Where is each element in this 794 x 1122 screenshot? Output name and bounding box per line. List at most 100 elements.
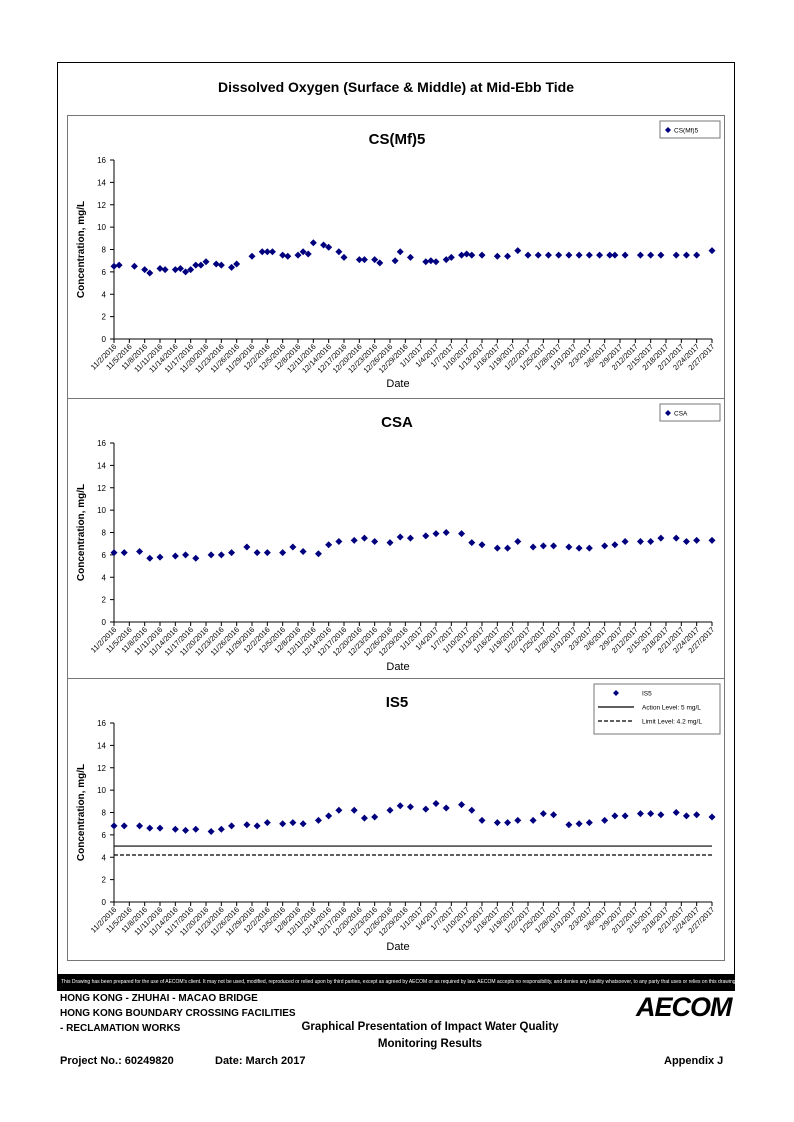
data-point	[693, 536, 701, 544]
data-point	[478, 251, 486, 259]
y-tick-label: 0	[102, 335, 107, 344]
data-point	[171, 552, 179, 560]
y-tick-label: 14	[97, 741, 106, 750]
data-point	[504, 819, 512, 827]
data-point	[621, 251, 629, 259]
disclaimer-bar: This Drawing has been prepared for the u…	[57, 974, 735, 991]
data-point	[682, 251, 690, 259]
legend-label-limit-level-4-2-mg-l: Limit Level: 4.2 mg/L	[642, 719, 702, 726]
data-point	[146, 554, 154, 562]
data-point	[136, 548, 144, 556]
data-point	[360, 814, 368, 822]
data-point	[458, 530, 466, 538]
data-point	[263, 549, 271, 557]
legend-box	[659, 403, 721, 422]
drawing-title-line-1: Graphical Presentation of Impact Water Q…	[301, 1021, 559, 1033]
data-point	[263, 819, 271, 827]
data-point	[309, 239, 317, 247]
legend-label-action-level-5-mg-l: Action Level: 5 mg/L	[642, 705, 701, 712]
data-point	[396, 533, 404, 541]
data-point	[284, 252, 292, 260]
data-point	[611, 812, 619, 820]
data-point	[458, 801, 466, 809]
data-point	[529, 543, 537, 551]
data-point	[504, 544, 512, 552]
y-tick-label: 2	[102, 596, 107, 605]
data-point	[182, 551, 190, 559]
data-point	[672, 809, 680, 816]
y-axis-label: Concentration, mg/L	[76, 201, 87, 298]
data-point	[182, 826, 190, 834]
data-point	[442, 529, 450, 536]
appendix-label: Appendix J	[664, 1055, 724, 1067]
data-point	[565, 543, 573, 551]
data-point	[350, 806, 358, 814]
data-point	[350, 536, 358, 544]
data-point	[396, 802, 404, 810]
y-axis-label: Concentration, mg/L	[76, 764, 87, 861]
data-point	[371, 537, 379, 545]
data-point	[611, 251, 619, 259]
data-point	[156, 824, 164, 832]
data-point	[432, 258, 440, 266]
data-point	[596, 251, 604, 259]
data-point	[396, 248, 404, 256]
project-number: Project No.: 60249820	[60, 1055, 174, 1067]
data-point	[647, 251, 655, 259]
data-point	[636, 251, 644, 259]
legend-marker	[613, 690, 619, 696]
data-point	[601, 542, 609, 550]
y-tick-label: 8	[102, 809, 107, 818]
legend-marker	[665, 410, 671, 416]
data-point	[156, 553, 164, 561]
y-tick-label: 6	[102, 551, 107, 560]
x-axis-label: Date	[386, 661, 409, 673]
y-tick-label: 14	[97, 178, 106, 187]
data-point	[182, 268, 190, 276]
y-tick-label: 6	[102, 831, 107, 840]
data-point	[376, 259, 384, 267]
data-point	[708, 536, 716, 544]
data-point	[550, 542, 558, 550]
data-point	[243, 821, 251, 829]
data-point	[371, 813, 379, 821]
data-point	[386, 539, 394, 547]
aecom-logo: AECOM	[636, 992, 732, 1022]
y-tick-label: 12	[97, 764, 106, 773]
data-point	[258, 248, 266, 256]
data-point	[708, 813, 716, 821]
y-tick-label: 8	[102, 529, 107, 538]
data-point	[141, 266, 149, 274]
data-point	[115, 261, 123, 269]
data-point	[228, 549, 236, 557]
data-point	[325, 243, 333, 251]
y-tick-label: 0	[102, 898, 107, 907]
data-point	[432, 530, 440, 538]
data-point	[442, 256, 450, 264]
data-point	[360, 256, 368, 264]
data-point	[217, 825, 225, 833]
data-point	[565, 251, 573, 259]
data-point	[601, 816, 609, 824]
data-point	[672, 251, 680, 259]
data-point	[647, 537, 655, 545]
data-point	[130, 262, 138, 270]
data-point	[391, 257, 399, 265]
data-point	[406, 253, 414, 261]
data-point	[360, 534, 368, 542]
data-point	[299, 820, 307, 828]
chart-title: CSA	[381, 414, 413, 431]
data-point	[468, 251, 476, 259]
data-point	[422, 805, 430, 813]
chart-legend: CS(Mf)5	[659, 120, 721, 139]
y-tick-label: 6	[102, 268, 107, 277]
data-point	[544, 251, 552, 259]
drawing-date: Date: March 2017	[215, 1055, 306, 1067]
data-point	[585, 544, 593, 552]
data-point	[192, 261, 200, 269]
data-point	[136, 822, 144, 830]
data-point	[504, 252, 512, 260]
data-point	[575, 251, 583, 259]
chart-panel-csmf5: CS(Mf)5 0 2 4 6 8 10 12 14 16 11/2/2016 11/5/2016 11…	[67, 115, 725, 399]
data-point	[217, 261, 225, 269]
